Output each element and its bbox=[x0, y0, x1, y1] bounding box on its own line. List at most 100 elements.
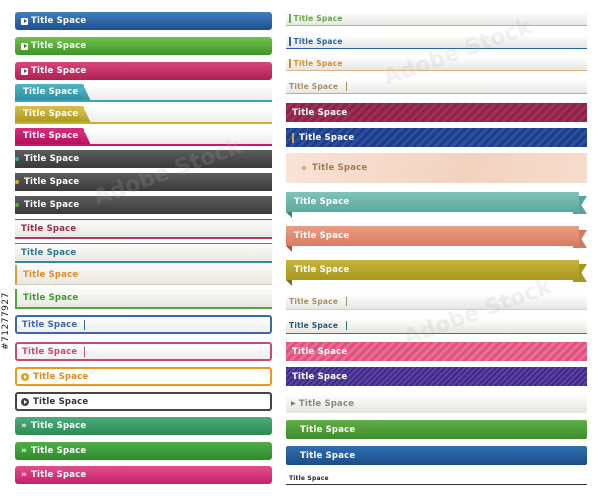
play-icon bbox=[21, 17, 28, 25]
dot-icon bbox=[15, 203, 19, 207]
title-chevron-magenta: » Title Space bbox=[15, 466, 272, 484]
title-stripe-burgundy: Title Space bbox=[286, 103, 587, 122]
title-ribbon-salmon: Title Space bbox=[286, 226, 587, 256]
tab-box: Title Space bbox=[15, 128, 84, 144]
title-text: Title Space bbox=[289, 321, 339, 330]
title-circle-dark: Title Space bbox=[15, 392, 272, 411]
title-text: Title Space bbox=[294, 231, 350, 241]
title-box-pink: Title Space bbox=[15, 342, 272, 361]
tick-mark bbox=[289, 14, 291, 23]
separator bbox=[84, 346, 86, 357]
title-stripe-purple: Title Space bbox=[286, 367, 587, 386]
title-text: Title Space bbox=[292, 107, 348, 118]
separator bbox=[346, 297, 348, 306]
triangle-right-icon: ▶ bbox=[291, 400, 296, 407]
double-chevron-icon: » bbox=[21, 446, 28, 456]
title-text: Title Space bbox=[292, 371, 348, 382]
circle-play-icon bbox=[21, 397, 29, 406]
tick-mark bbox=[289, 59, 291, 68]
title-box-blue: Title Space bbox=[15, 315, 272, 334]
title-text: Title Space bbox=[293, 37, 343, 46]
title-peach-wave: Title Space bbox=[286, 153, 587, 183]
title-line-green: Title Space bbox=[15, 289, 272, 309]
title-text: Title Space bbox=[23, 293, 79, 303]
title-text: Title Space bbox=[299, 132, 355, 143]
title-text: Title Space bbox=[21, 223, 77, 234]
title-text: Title Space bbox=[298, 398, 355, 409]
tab-box: Title Space bbox=[15, 84, 84, 100]
title-tab-olive: Title Space bbox=[15, 106, 272, 124]
title-text: Title Space bbox=[31, 446, 87, 456]
double-chevron-icon: » bbox=[21, 421, 28, 431]
title-text: Title Space bbox=[293, 59, 343, 68]
title-text: Title Space bbox=[24, 177, 80, 187]
title-text: Title Space bbox=[294, 265, 350, 275]
title-text: Title Space bbox=[23, 269, 79, 280]
ribbon-band: Title Space bbox=[286, 260, 579, 280]
dot-icon bbox=[15, 180, 19, 184]
double-chevron-icon: » bbox=[21, 470, 28, 480]
ribbon-fold bbox=[286, 280, 292, 286]
ribbon-fold bbox=[286, 212, 292, 218]
title-line-orange: Title Space bbox=[15, 265, 272, 285]
ribbon-band: Title Space bbox=[286, 192, 579, 212]
title-bar-pink-gradient: Title Space bbox=[15, 62, 272, 80]
title-text: Title Space bbox=[21, 247, 77, 258]
title-tab-magenta: Title Space bbox=[15, 128, 272, 146]
title-text: Title Space bbox=[22, 346, 78, 357]
title-flat-green: Title Space bbox=[286, 420, 587, 439]
title-text: Title Space bbox=[23, 131, 79, 141]
separator bbox=[84, 319, 86, 330]
title-text: Title Space bbox=[22, 319, 78, 330]
title-text: Title Space bbox=[24, 154, 80, 164]
title-text: Title Space bbox=[312, 163, 368, 173]
title-text: Title Space bbox=[289, 297, 339, 306]
title-text: Title Space bbox=[300, 424, 356, 435]
title-ribbon-olive: Title Space bbox=[286, 260, 587, 290]
title-text: Title Space bbox=[31, 421, 87, 431]
title-chevron-green: » Title Space bbox=[15, 442, 272, 460]
tick-mark bbox=[292, 132, 294, 143]
separator bbox=[346, 82, 348, 91]
title-chevron-teal-green: » Title Space bbox=[15, 417, 272, 435]
title-text: Title Space bbox=[294, 197, 350, 207]
square-bullet-icon bbox=[302, 166, 306, 170]
play-icon bbox=[21, 67, 28, 75]
title-stripe-pink: Title Space bbox=[286, 342, 587, 361]
tick-mark bbox=[289, 37, 291, 46]
ribbon-fold bbox=[286, 246, 292, 252]
title-flat-blue: Title Space bbox=[286, 446, 587, 465]
tab-rest bbox=[84, 86, 272, 100]
title-light-orange: Title Space bbox=[286, 57, 587, 71]
title-bar-blue-gradient: Title Space bbox=[15, 12, 272, 30]
tab-rest bbox=[84, 130, 272, 144]
title-arrow-grey: ▶ Title Space bbox=[286, 394, 587, 413]
title-text: Title Space bbox=[289, 475, 329, 482]
title-text: Title Space bbox=[300, 450, 356, 461]
play-icon bbox=[21, 42, 28, 50]
title-text: Title Space bbox=[24, 200, 80, 210]
title-light-khaki-2: Title Space bbox=[286, 294, 587, 310]
circle-play-icon bbox=[21, 372, 29, 381]
title-tab-teal: Title Space bbox=[15, 84, 272, 102]
title-underline-black: Title Space bbox=[286, 473, 587, 485]
ribbon-band: Title Space bbox=[286, 226, 579, 246]
title-text: Title Space bbox=[31, 41, 87, 51]
title-circle-orange: Title Space bbox=[15, 367, 272, 386]
title-text: Title Space bbox=[23, 87, 79, 97]
title-ribbon-teal: Title Space bbox=[286, 192, 587, 222]
title-text: Title Space bbox=[33, 396, 89, 407]
stock-id: #71277927 bbox=[1, 292, 11, 350]
dot-icon bbox=[15, 157, 19, 161]
title-text: Title Space bbox=[23, 109, 79, 119]
title-text: Title Space bbox=[31, 66, 87, 76]
title-bar-green-gradient: Title Space bbox=[15, 37, 272, 55]
title-line-crimson: Title Space bbox=[15, 219, 272, 239]
title-bar-dark-green-dot: Title Space bbox=[15, 196, 272, 214]
tab-rest bbox=[84, 108, 272, 122]
title-light-green: Title Space bbox=[286, 12, 587, 26]
title-line-teal: Title Space bbox=[15, 243, 272, 263]
title-text: Title Space bbox=[289, 82, 339, 91]
title-stripe-navy: Title Space bbox=[286, 128, 587, 147]
title-bar-dark-teal-dot: Title Space bbox=[15, 150, 272, 168]
